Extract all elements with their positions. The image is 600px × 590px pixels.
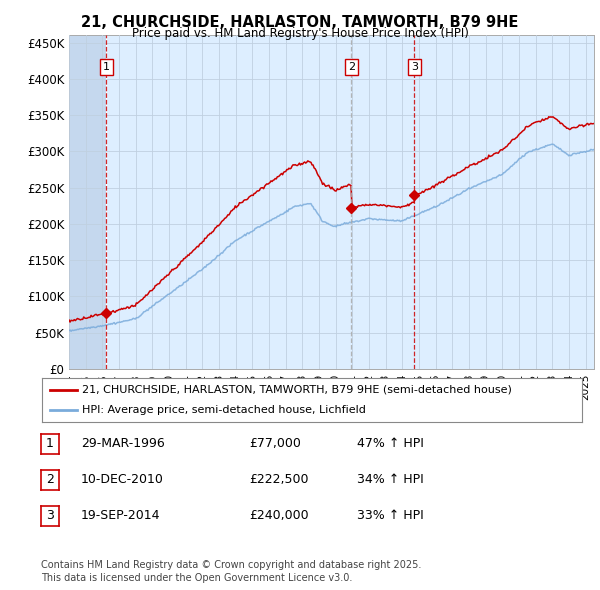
Text: 2: 2	[348, 62, 355, 72]
Text: 3: 3	[46, 509, 54, 522]
Text: HPI: Average price, semi-detached house, Lichfield: HPI: Average price, semi-detached house,…	[83, 405, 367, 415]
Text: 33% ↑ HPI: 33% ↑ HPI	[357, 509, 424, 522]
Text: 19-SEP-2014: 19-SEP-2014	[81, 509, 161, 522]
Text: 1: 1	[46, 437, 54, 450]
Text: 10-DEC-2010: 10-DEC-2010	[81, 473, 164, 486]
Text: £240,000: £240,000	[249, 509, 308, 522]
Bar	[69, 35, 106, 369]
Text: £77,000: £77,000	[249, 437, 301, 450]
Text: £222,500: £222,500	[249, 473, 308, 486]
Text: 21, CHURCHSIDE, HARLASTON, TAMWORTH, B79 9HE: 21, CHURCHSIDE, HARLASTON, TAMWORTH, B79…	[82, 15, 518, 30]
Text: 47% ↑ HPI: 47% ↑ HPI	[357, 437, 424, 450]
Text: Price paid vs. HM Land Registry's House Price Index (HPI): Price paid vs. HM Land Registry's House …	[131, 27, 469, 40]
Text: 2: 2	[46, 473, 54, 486]
Text: Contains HM Land Registry data © Crown copyright and database right 2025.
This d: Contains HM Land Registry data © Crown c…	[41, 560, 421, 583]
Text: 1: 1	[103, 62, 110, 72]
Bar	[69, 35, 106, 369]
Text: 21, CHURCHSIDE, HARLASTON, TAMWORTH, B79 9HE (semi-detached house): 21, CHURCHSIDE, HARLASTON, TAMWORTH, B79…	[83, 385, 512, 395]
Text: 34% ↑ HPI: 34% ↑ HPI	[357, 473, 424, 486]
Text: 3: 3	[411, 62, 418, 72]
Text: 29-MAR-1996: 29-MAR-1996	[81, 437, 165, 450]
